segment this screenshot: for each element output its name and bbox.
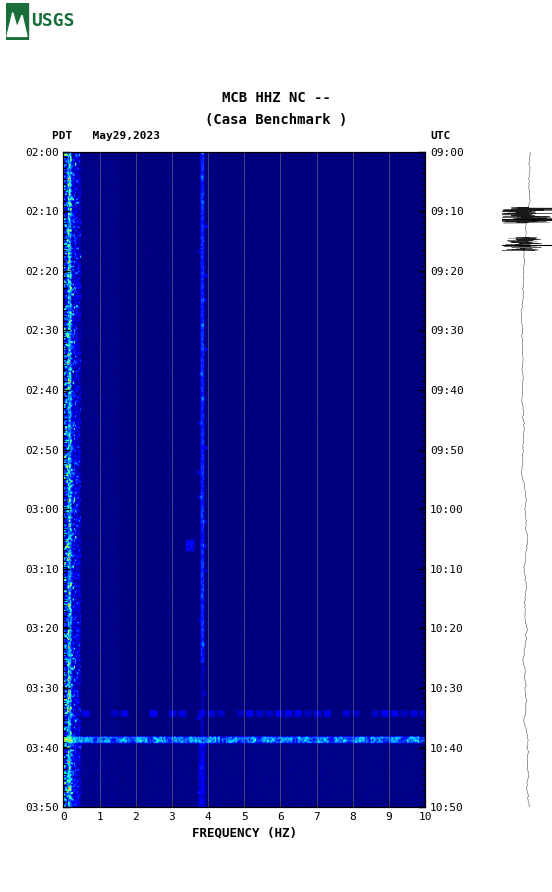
Text: MCB HHZ NC --: MCB HHZ NC --: [221, 91, 331, 105]
Polygon shape: [7, 12, 27, 37]
Bar: [6, 3, 29, 40]
Text: USGS: USGS: [31, 12, 75, 30]
Text: UTC: UTC: [431, 131, 451, 141]
X-axis label: FREQUENCY (HZ): FREQUENCY (HZ): [192, 826, 297, 839]
Text: PDT   May29,2023: PDT May29,2023: [52, 131, 161, 141]
Text: (Casa Benchmark ): (Casa Benchmark ): [205, 112, 347, 127]
